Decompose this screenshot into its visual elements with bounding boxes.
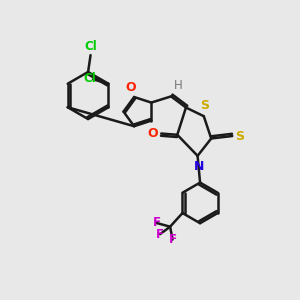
Text: F: F: [169, 233, 177, 246]
Text: F: F: [152, 217, 160, 230]
Text: H: H: [174, 79, 183, 92]
Text: S: S: [235, 130, 244, 142]
Text: F: F: [156, 228, 164, 241]
Text: O: O: [126, 80, 136, 94]
Text: S: S: [200, 99, 209, 112]
Text: O: O: [148, 127, 158, 140]
Text: N: N: [194, 160, 204, 173]
Text: Cl: Cl: [85, 40, 98, 53]
Text: Cl: Cl: [83, 71, 96, 85]
